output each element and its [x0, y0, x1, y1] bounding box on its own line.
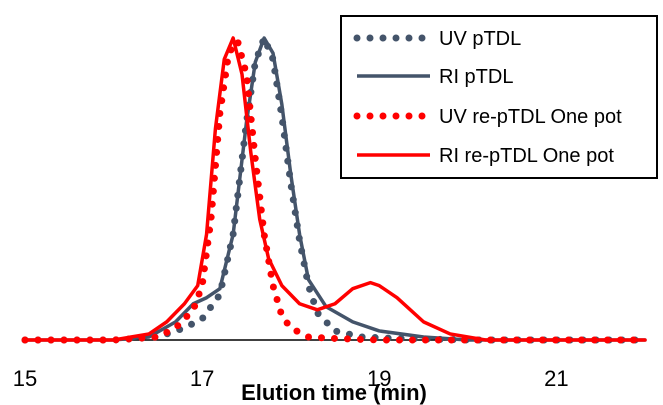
legend-box [340, 15, 658, 179]
legend-label: RI re-pTDL One pot [439, 145, 614, 167]
legend-label: UV re-pTDL One pot [439, 106, 622, 128]
legend-label: UV pTDL [439, 28, 521, 50]
x-tick-label: 15 [13, 366, 37, 391]
tick-labels-group: 15 17 19 21 [13, 366, 569, 391]
series-line-ri-re-ptdl-one-pot [23, 36, 647, 342]
legend: UV pTDL RI pTDL UV re-pTDL One pot RI re-pT… [340, 15, 658, 179]
series-line-uv-ptdl [21, 34, 649, 344]
x-axis-title: Elution time (min) [241, 380, 427, 405]
series-group [21, 34, 649, 344]
x-tick-label: 21 [544, 366, 568, 391]
x-tick-label: 19 [367, 366, 391, 391]
legend-label: RI pTDL [439, 66, 513, 88]
series-line-uv-re-ptdl-one-pot [21, 37, 649, 344]
x-tick-label: 17 [190, 366, 214, 391]
